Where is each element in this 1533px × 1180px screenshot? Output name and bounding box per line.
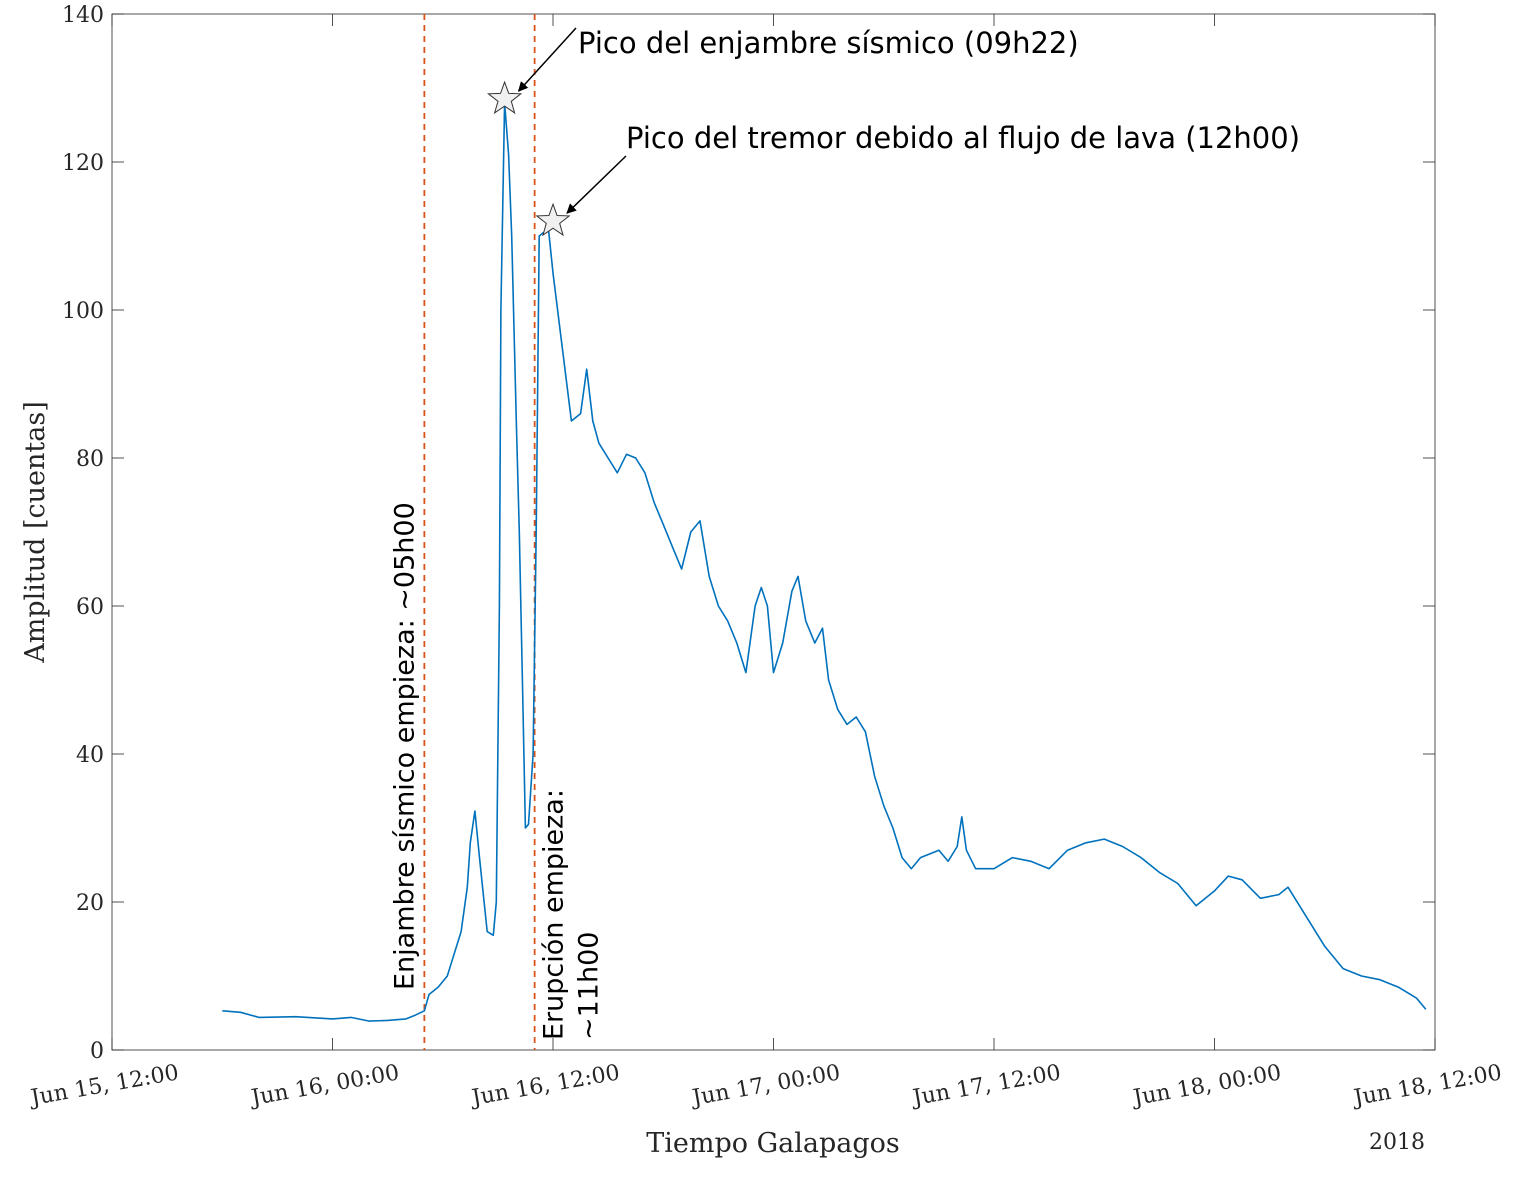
annotation-arrow <box>566 155 627 214</box>
event-label-swarm-start: Enjambre sísmico empieza: ~05h00 <box>389 502 420 990</box>
x-axis-title: Tiempo Galapagos <box>646 1128 900 1159</box>
y-tick-label: 40 <box>76 743 104 768</box>
y-tick-label: 0 <box>90 1039 104 1064</box>
peak-annotation-text: Pico del enjambre sísmico (09h22) <box>578 26 1079 60</box>
x-tick-label: Jun 15, 12:00 <box>27 1060 181 1111</box>
plot-area <box>111 13 1436 1051</box>
y-tick-label: 100 <box>62 299 104 324</box>
y-axis: 0 20 40 60 80 100 120 140 <box>62 3 1435 1064</box>
x-tick-label: Jun 16, 12:00 <box>468 1060 622 1111</box>
x-tick-label: Jun 17, 00:00 <box>689 1060 843 1111</box>
x-tick-label: Jun 18, 12:00 <box>1350 1060 1504 1111</box>
peak-star-marker <box>487 80 523 115</box>
amplitude-series-line <box>222 102 1427 1022</box>
event-lines: Enjambre sísmico empieza: ~05h00 Erupción… <box>389 14 605 1050</box>
event-label-eruption-start: Erupción empieza: <box>539 789 570 1040</box>
x-tick-label: Jun 17, 12:00 <box>909 1060 1063 1111</box>
y-tick-label: 80 <box>76 447 104 472</box>
peak-star-marker <box>535 202 571 237</box>
x-tick-label: Jun 18, 00:00 <box>1130 1060 1284 1111</box>
y-tick-label: 120 <box>62 151 104 176</box>
annotation-arrow <box>517 27 577 92</box>
y-tick-label: 20 <box>76 891 104 916</box>
x-tick-label: Jun 16, 00:00 <box>248 1060 402 1111</box>
y-tick-label: 60 <box>76 595 104 620</box>
y-tick-label: 140 <box>62 3 104 28</box>
peak-annotation-text: Pico del tremor debido al flujo de lava … <box>626 121 1300 155</box>
year-label: 2018 <box>1369 1130 1425 1155</box>
y-axis-title: Amplitud [cuentas] <box>20 401 51 664</box>
event-label-eruption-start: ~11h00 <box>574 932 605 1040</box>
annotations: Pico del enjambre sísmico (09h22) Pico de… <box>487 26 1300 237</box>
